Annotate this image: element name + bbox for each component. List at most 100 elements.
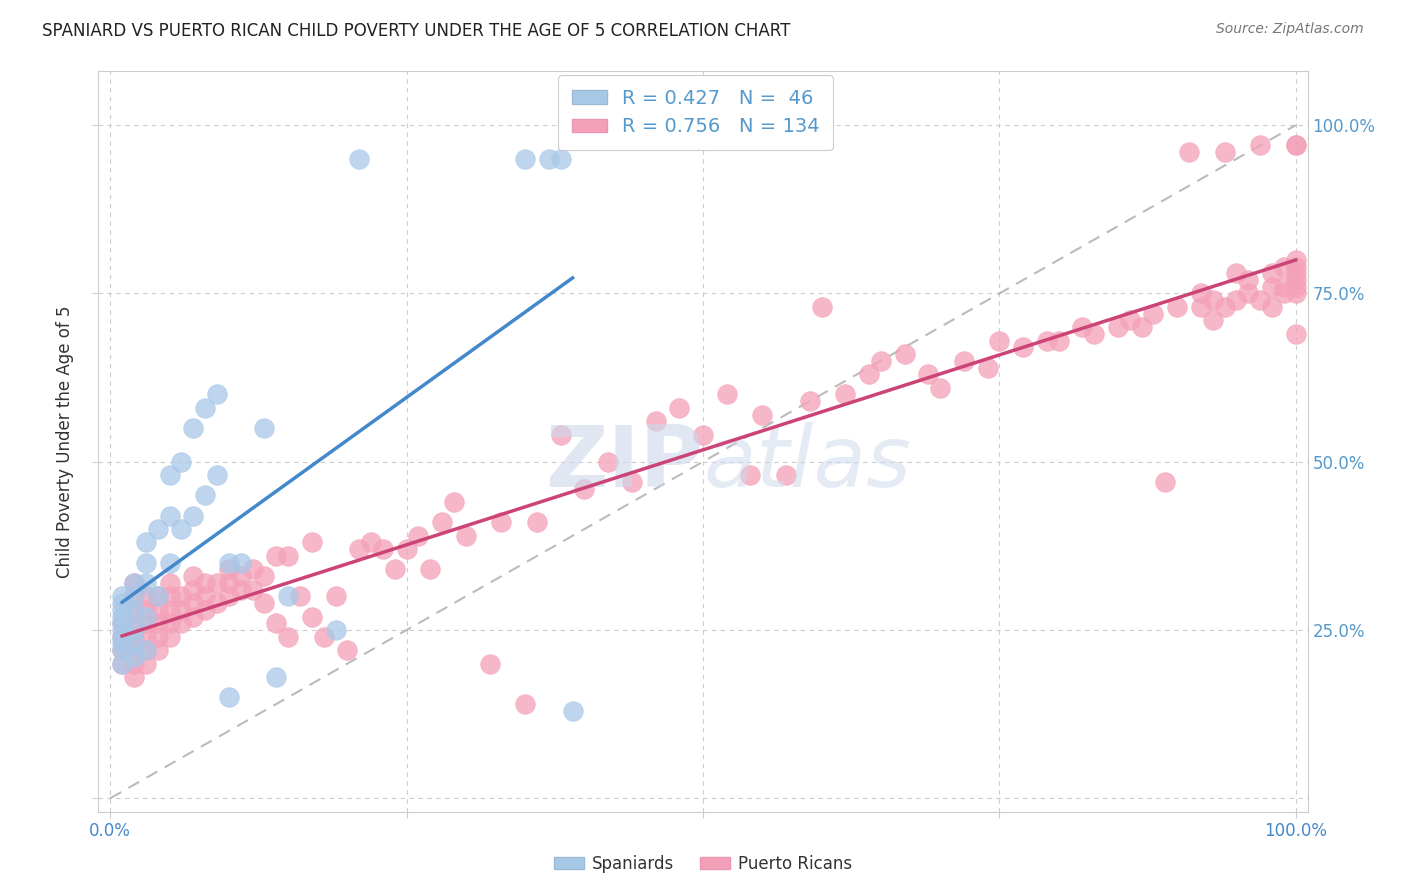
Point: [122, 649, 145, 664]
Point: [1272, 279, 1295, 293]
Point: [135, 630, 157, 644]
Text: SPANIARD VS PUERTO RICAN CHILD POVERTY UNDER THE AGE OF 5 CORRELATION CHART: SPANIARD VS PUERTO RICAN CHILD POVERTY U…: [42, 22, 790, 40]
Point: [242, 562, 264, 576]
Point: [159, 630, 181, 644]
Point: [1249, 138, 1271, 153]
Point: [1285, 266, 1308, 280]
Point: [242, 582, 264, 597]
Point: [537, 152, 560, 166]
Point: [146, 603, 169, 617]
Point: [1237, 286, 1260, 301]
Point: [893, 347, 915, 361]
Point: [1012, 340, 1035, 354]
Point: [515, 697, 537, 711]
Point: [135, 609, 157, 624]
Point: [111, 590, 134, 604]
Point: [810, 300, 832, 314]
Point: [869, 353, 891, 368]
Point: [491, 516, 513, 530]
Point: [312, 630, 335, 644]
Point: [1047, 334, 1070, 348]
Point: [1142, 307, 1164, 321]
Point: [1189, 286, 1212, 301]
Point: [395, 542, 418, 557]
Point: [122, 590, 145, 604]
Point: [159, 616, 181, 631]
Point: [111, 643, 134, 657]
Point: [111, 636, 134, 650]
Point: [111, 657, 134, 671]
Point: [1071, 320, 1094, 334]
Point: [194, 590, 217, 604]
Point: [170, 603, 193, 617]
Point: [159, 575, 181, 590]
Point: [740, 468, 762, 483]
Point: [408, 529, 430, 543]
Point: [218, 590, 240, 604]
Point: [264, 616, 287, 631]
Point: [205, 575, 228, 590]
Text: ZIP: ZIP: [546, 422, 703, 505]
Point: [360, 535, 382, 549]
Legend: Spaniards, Puerto Ricans: Spaniards, Puerto Ricans: [547, 848, 859, 880]
Point: [976, 360, 998, 375]
Point: [111, 623, 134, 637]
Point: [799, 394, 821, 409]
Point: [159, 590, 181, 604]
Point: [159, 603, 181, 617]
Point: [1107, 320, 1129, 334]
Point: [170, 590, 193, 604]
Point: [1202, 293, 1225, 308]
Point: [146, 616, 169, 631]
Point: [146, 590, 169, 604]
Point: [111, 616, 134, 631]
Point: [264, 549, 287, 563]
Point: [146, 630, 169, 644]
Point: [122, 636, 145, 650]
Point: [775, 468, 797, 483]
Text: Source: ZipAtlas.com: Source: ZipAtlas.com: [1216, 22, 1364, 37]
Point: [277, 590, 299, 604]
Point: [122, 575, 145, 590]
Point: [122, 603, 145, 617]
Point: [170, 455, 193, 469]
Point: [716, 387, 738, 401]
Point: [122, 643, 145, 657]
Point: [111, 657, 134, 671]
Point: [1225, 266, 1247, 280]
Point: [181, 596, 204, 610]
Point: [1154, 475, 1177, 489]
Point: [454, 529, 477, 543]
Point: [336, 643, 359, 657]
Point: [1213, 145, 1236, 160]
Point: [205, 387, 228, 401]
Point: [253, 596, 276, 610]
Point: [122, 630, 145, 644]
Point: [1249, 293, 1271, 308]
Point: [1285, 138, 1308, 153]
Point: [620, 475, 643, 489]
Point: [146, 643, 169, 657]
Point: [561, 704, 583, 718]
Point: [194, 575, 217, 590]
Point: [1285, 138, 1308, 153]
Point: [692, 427, 714, 442]
Point: [277, 630, 299, 644]
Point: [229, 582, 252, 597]
Point: [146, 522, 169, 536]
Point: [384, 562, 406, 576]
Point: [1202, 313, 1225, 327]
Point: [253, 569, 276, 583]
Point: [644, 414, 666, 428]
Text: atlas: atlas: [703, 422, 911, 505]
Point: [181, 421, 204, 435]
Point: [111, 609, 134, 624]
Point: [205, 468, 228, 483]
Point: [135, 643, 157, 657]
Point: [1261, 300, 1284, 314]
Point: [194, 488, 217, 502]
Point: [952, 353, 974, 368]
Point: [111, 603, 134, 617]
Point: [478, 657, 501, 671]
Point: [135, 556, 157, 570]
